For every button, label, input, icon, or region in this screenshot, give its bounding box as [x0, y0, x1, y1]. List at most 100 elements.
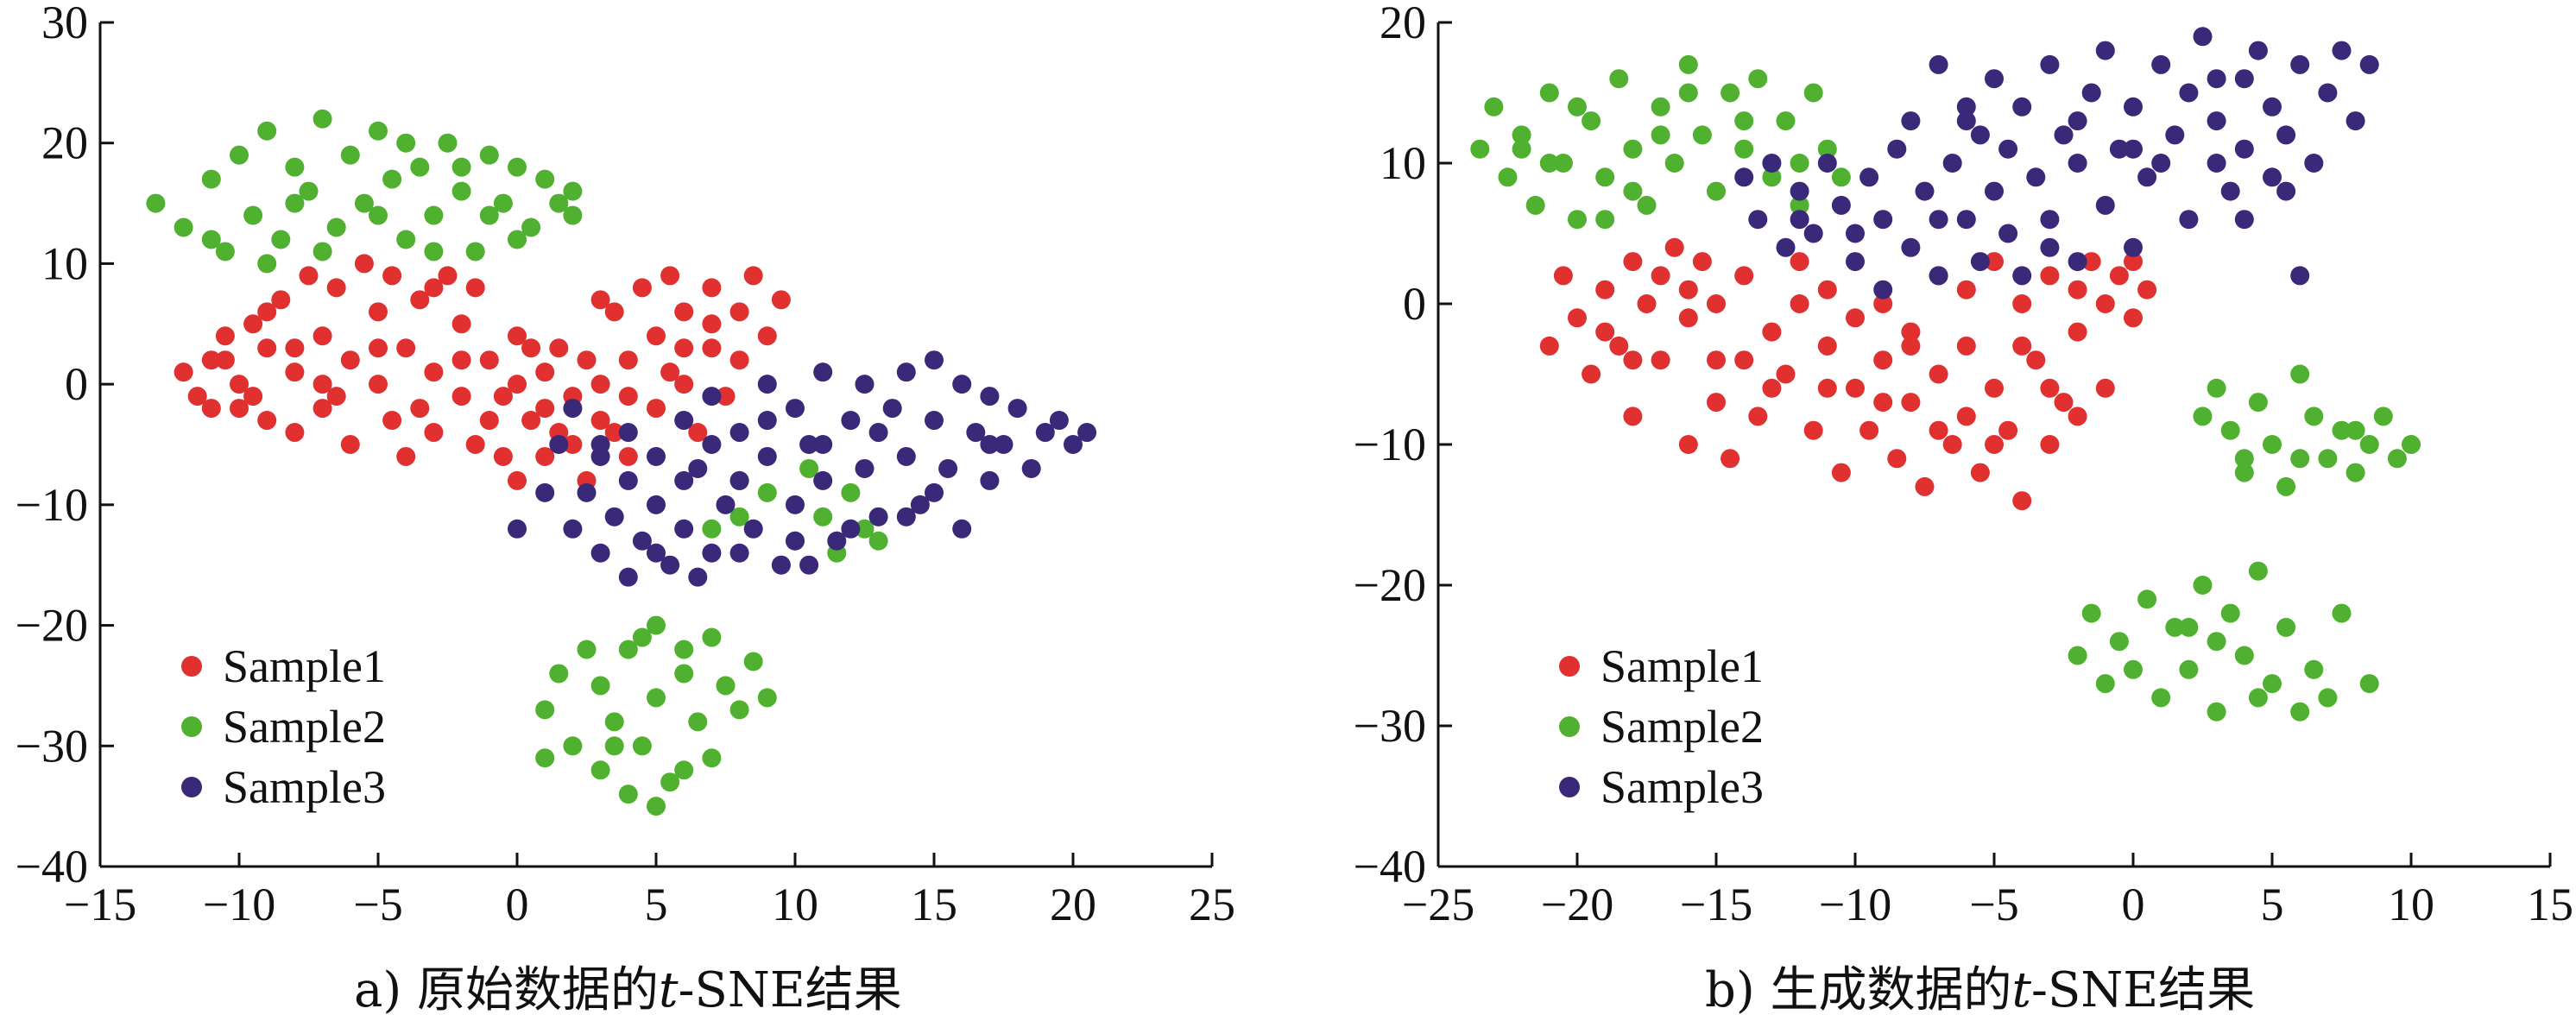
- legend: Sample1 Sample2 Sample3: [181, 640, 386, 813]
- data-point-sample1: [2109, 266, 2129, 286]
- data-point-sample2: [2263, 435, 2282, 454]
- y-tick-label: −40: [16, 841, 88, 892]
- y-tick-label: −10: [16, 479, 88, 531]
- data-point-sample3: [1929, 54, 1948, 74]
- data-point-sample2: [1803, 83, 1823, 103]
- data-point-sample2: [535, 748, 555, 768]
- data-point-sample3: [1942, 154, 1962, 173]
- data-point-sample1: [1707, 393, 1726, 413]
- data-point-sample2: [2220, 420, 2240, 440]
- data-point-sample2: [2332, 603, 2352, 623]
- data-point-sample3: [2068, 111, 2087, 131]
- data-point-sample1: [1956, 336, 1976, 356]
- data-point-sample1: [340, 435, 360, 454]
- data-point-sample2: [702, 627, 722, 647]
- data-point-sample2: [2081, 603, 2101, 623]
- data-point-sample2: [2207, 702, 2226, 722]
- data-point-sample2: [285, 193, 305, 213]
- data-point-sample1: [465, 435, 485, 454]
- data-point-sample3: [647, 543, 666, 563]
- data-point-sample3: [1762, 154, 1782, 173]
- y-tick-label: 30: [41, 0, 88, 48]
- data-point-sample2: [535, 700, 555, 720]
- data-point-sample2: [2318, 449, 2338, 469]
- data-point-sample1: [508, 326, 527, 346]
- data-point-sample1: [2012, 294, 2032, 313]
- data-point-sample3: [757, 375, 777, 394]
- data-point-sample2: [618, 785, 638, 804]
- data-point-sample3: [771, 555, 791, 575]
- data-point-sample2: [813, 507, 833, 526]
- data-point-sample1: [1664, 237, 1684, 257]
- data-point-sample1: [1678, 435, 1698, 454]
- data-point-sample3: [604, 507, 624, 526]
- data-point-sample3: [1998, 139, 2018, 159]
- data-point-sample1: [1998, 420, 2018, 440]
- data-point-sample2: [855, 519, 874, 539]
- data-point-sample3: [2026, 167, 2046, 187]
- data-point-sample2: [2290, 364, 2310, 384]
- data-point-sample2: [2179, 617, 2199, 637]
- data-point-sample3: [757, 411, 777, 431]
- data-point-sample3: [2179, 83, 2199, 103]
- data-point-sample2: [2359, 435, 2379, 454]
- data-point-sample3: [2290, 266, 2310, 286]
- data-point-sample3: [896, 507, 916, 526]
- data-point-sample2: [2234, 463, 2254, 482]
- data-point-sample2: [1734, 139, 1754, 159]
- data-point-sample1: [2040, 266, 2060, 286]
- data-point-sample2: [647, 688, 666, 708]
- data-point-sample1: [479, 411, 499, 431]
- data-point-sample2: [590, 676, 610, 696]
- data-point-sample3: [618, 567, 638, 587]
- data-point-sample2: [1651, 97, 1670, 117]
- data-point-sample1: [674, 302, 694, 322]
- data-point-sample2: [201, 230, 221, 249]
- data-point-sample1: [1595, 280, 1615, 299]
- data-point-sample1: [396, 338, 416, 358]
- data-point-sample3: [1776, 237, 1796, 257]
- data-point-sample3: [1748, 210, 1768, 230]
- data-point-sample1: [2124, 252, 2143, 272]
- data-point-sample3: [1929, 210, 1948, 230]
- data-point-sample2: [1512, 139, 1531, 159]
- data-point-sample2: [549, 664, 569, 684]
- data-point-sample2: [174, 217, 193, 237]
- data-point-sample1: [340, 350, 360, 370]
- data-point-sample3: [2124, 97, 2143, 117]
- data-point-sample2: [1817, 139, 1837, 159]
- x-tick-label: −15: [1680, 879, 1752, 930]
- data-point-sample1: [1915, 476, 1935, 496]
- data-point-sample2: [868, 531, 888, 551]
- y-tick-label: 10: [41, 237, 88, 289]
- x-tick-label: 5: [645, 879, 668, 930]
- data-point-sample3: [980, 387, 1000, 407]
- data-point-sample2: [2248, 561, 2268, 581]
- data-point-sample3: [1049, 411, 1069, 431]
- data-point-sample1: [313, 375, 332, 394]
- data-point-sample2: [618, 640, 638, 659]
- data-point-sample3: [535, 482, 555, 502]
- data-point-sample1: [1929, 420, 1948, 440]
- data-point-sample2: [674, 640, 694, 659]
- data-point-sample1: [702, 278, 722, 298]
- data-point-sample3: [1998, 224, 2018, 243]
- data-point-sample2: [841, 482, 861, 502]
- data-point-sample1: [1609, 336, 1629, 356]
- data-point-sample3: [2124, 237, 2143, 257]
- data-point-sample1: [660, 362, 680, 382]
- data-point-sample1: [1678, 280, 1698, 299]
- legend-marker: [1559, 656, 1580, 677]
- data-point-sample3: [1915, 181, 1935, 201]
- data-point-sample2: [632, 736, 652, 756]
- data-point-sample1: [535, 399, 555, 419]
- data-point-sample1: [1846, 308, 1865, 328]
- data-point-sample2: [215, 242, 235, 262]
- x-tick-label: 10: [772, 879, 818, 930]
- data-point-sample3: [938, 458, 958, 478]
- data-point-sample1: [674, 338, 694, 358]
- data-point-sample3: [563, 399, 583, 419]
- x-tick-label: −25: [1402, 879, 1474, 930]
- data-point-sample1: [410, 399, 430, 419]
- data-point-sample1: [201, 350, 221, 370]
